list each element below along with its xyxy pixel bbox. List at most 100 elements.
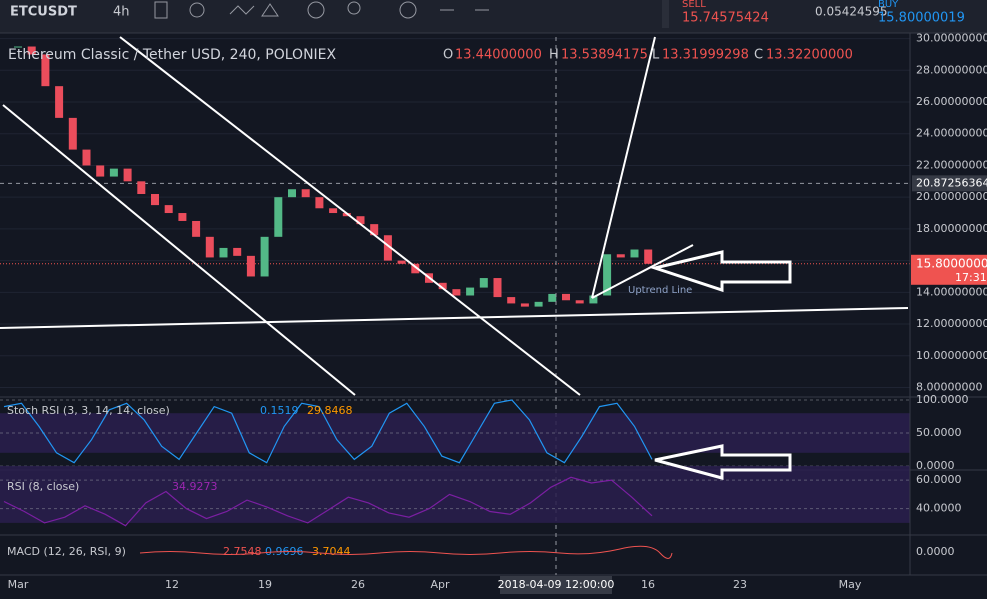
y-tick-label: 50.0000 bbox=[916, 426, 962, 439]
candle bbox=[41, 54, 50, 87]
buy-label[interactable]: BUY bbox=[878, 0, 899, 10]
icon[interactable] bbox=[261, 3, 279, 17]
legend-title: Ethereum Classic / Tether USD, 240, POLO… bbox=[8, 47, 337, 63]
crosshair-label: 20.87256364 bbox=[916, 176, 987, 189]
stoch-d: 29.8468 bbox=[307, 404, 353, 417]
rsi-line bbox=[3, 476, 653, 527]
candle bbox=[246, 255, 255, 277]
y-tick-label: 18.00000000 bbox=[916, 222, 987, 235]
legend-o-label: O bbox=[443, 48, 453, 63]
icon[interactable] bbox=[399, 1, 417, 19]
rsi-value: 34.9273 bbox=[172, 480, 218, 493]
x-tick-label: 26 bbox=[351, 578, 365, 591]
candle bbox=[397, 260, 406, 264]
macd-tick: 0.0000 bbox=[916, 545, 955, 558]
candle bbox=[562, 293, 570, 301]
y-tick-label: 30.00000000 bbox=[916, 32, 987, 45]
icon[interactable] bbox=[154, 1, 168, 19]
candle bbox=[452, 289, 461, 296]
sell-price[interactable]: 15.74575424 bbox=[682, 11, 769, 26]
candle bbox=[68, 117, 77, 150]
y-tick-label: 10.00000000 bbox=[916, 349, 987, 362]
buy-price[interactable]: 15.80000019 bbox=[878, 11, 965, 26]
stoch-title: Stoch RSI (3, 3, 14, 14, close) bbox=[7, 404, 170, 417]
interval[interactable]: 4h bbox=[113, 5, 130, 20]
macd-hist: 3.7044 bbox=[312, 545, 351, 558]
legend-h-label: H bbox=[549, 48, 559, 63]
x-tick-label: Apr bbox=[430, 578, 450, 591]
candle bbox=[370, 224, 379, 236]
toolbar-icons bbox=[154, 1, 489, 19]
y-tick-label: 14.00000000 bbox=[916, 285, 987, 298]
icon[interactable] bbox=[347, 1, 361, 15]
legend-o: 13.44000000 bbox=[455, 48, 542, 63]
candle bbox=[603, 254, 612, 296]
candle bbox=[534, 301, 543, 307]
chart-layer: 30.00000000 28.00000000 26.00000000 24.0000… bbox=[0, 32, 987, 594]
support-line bbox=[0, 307, 909, 329]
x-tick-label: 23 bbox=[733, 578, 747, 591]
legend-l: 13.31999298 bbox=[662, 48, 749, 63]
candle bbox=[219, 247, 228, 258]
icon[interactable] bbox=[189, 2, 205, 18]
y-tick-label: 12.00000000 bbox=[916, 317, 987, 330]
y-tick-label: 100.0000 bbox=[916, 393, 969, 406]
macd-title: MACD (12, 26, RSI, 9) bbox=[7, 545, 126, 558]
candle bbox=[329, 208, 338, 214]
stoch-band bbox=[0, 413, 910, 453]
candle bbox=[301, 189, 310, 198]
y-tick-label: 22.00000000 bbox=[916, 158, 987, 171]
y-tick-label: 8.00000000 bbox=[916, 380, 982, 393]
toolbar bbox=[0, 0, 987, 33]
candle bbox=[616, 254, 625, 258]
arrow bbox=[654, 444, 792, 480]
trend-line bbox=[591, 36, 656, 299]
candle bbox=[27, 46, 36, 55]
y-tick-label: 0.0000 bbox=[916, 459, 955, 472]
rsi-title: RSI (8, close) bbox=[7, 480, 79, 493]
candle bbox=[137, 181, 146, 195]
candle bbox=[644, 249, 653, 264]
y-tick-label: 40.0000 bbox=[916, 502, 962, 515]
crosshair-tag bbox=[912, 175, 987, 192]
x-tick-label: May bbox=[839, 578, 862, 591]
candle bbox=[356, 216, 365, 225]
candle bbox=[520, 303, 529, 307]
icon[interactable] bbox=[229, 5, 255, 15]
candle bbox=[151, 194, 159, 206]
candle bbox=[123, 168, 132, 182]
candle bbox=[493, 278, 502, 298]
candle bbox=[466, 287, 475, 296]
candle bbox=[630, 249, 639, 258]
separator bbox=[662, 0, 669, 28]
sell-label[interactable]: SELL bbox=[682, 0, 706, 10]
candle bbox=[178, 213, 187, 221]
candle bbox=[438, 282, 447, 290]
icon[interactable] bbox=[307, 1, 325, 19]
candle bbox=[233, 247, 242, 256]
candle bbox=[315, 197, 324, 209]
x-tick-label: 12 bbox=[165, 578, 179, 591]
candle bbox=[507, 297, 516, 304]
annotation: Uptrend Line bbox=[628, 285, 692, 296]
countdown: 17:31 bbox=[955, 271, 987, 284]
rsi-band bbox=[0, 465, 910, 523]
channel-line bbox=[119, 36, 581, 396]
candle bbox=[575, 300, 584, 304]
y-tick-label: 20.00000000 bbox=[916, 190, 987, 203]
time-crosshair-tag bbox=[500, 576, 612, 594]
candle bbox=[164, 205, 173, 214]
legend-l-label: L bbox=[652, 48, 660, 63]
candle bbox=[14, 46, 22, 48]
macd-value: 2.7548 bbox=[223, 545, 262, 558]
symbol[interactable]: ETCUSDT bbox=[10, 5, 77, 20]
x-tick-label: 19 bbox=[258, 578, 272, 591]
drawings bbox=[0, 36, 909, 480]
candle bbox=[383, 235, 392, 261]
x-tick-label: 16 bbox=[641, 578, 655, 591]
candle bbox=[548, 293, 557, 302]
uptrend-line bbox=[591, 244, 694, 299]
candle bbox=[288, 189, 296, 198]
